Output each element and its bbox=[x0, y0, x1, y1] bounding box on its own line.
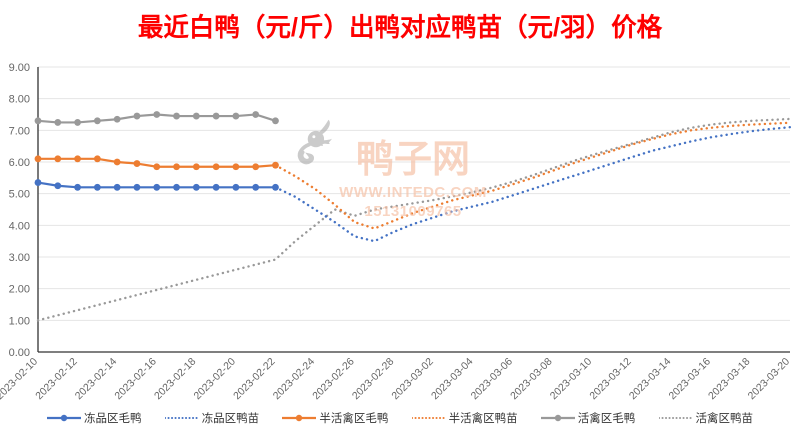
svg-text:8.00: 8.00 bbox=[9, 94, 30, 106]
svg-text:3.00: 3.00 bbox=[9, 252, 30, 264]
svg-text:6.00: 6.00 bbox=[9, 157, 30, 169]
svg-text:9.00: 9.00 bbox=[9, 62, 30, 74]
svg-text:2023-03-12: 2023-03-12 bbox=[587, 356, 634, 403]
svg-text:WWW.INTEDC.COM: WWW.INTEDC.COM bbox=[339, 184, 487, 201]
svg-text:2023-02-14: 2023-02-14 bbox=[73, 356, 120, 403]
svg-text:2023-03-02: 2023-03-02 bbox=[389, 356, 436, 403]
svg-text:2023-03-08: 2023-03-08 bbox=[508, 356, 555, 403]
svg-text:2023-02-20: 2023-02-20 bbox=[192, 356, 239, 403]
svg-text:2023-03-18: 2023-03-18 bbox=[706, 356, 753, 403]
svg-text:2023-03-14: 2023-03-14 bbox=[627, 356, 674, 403]
svg-text:2023-03-04: 2023-03-04 bbox=[429, 356, 476, 403]
svg-text:2.00: 2.00 bbox=[9, 284, 30, 296]
svg-text:5.00: 5.00 bbox=[9, 189, 30, 201]
svg-text:2023-02-28: 2023-02-28 bbox=[350, 356, 397, 403]
svg-text:2023-03-16: 2023-03-16 bbox=[666, 356, 713, 403]
svg-text:2023-02-12: 2023-02-12 bbox=[33, 356, 80, 403]
svg-text:2023-02-24: 2023-02-24 bbox=[271, 356, 318, 403]
svg-text:4.00: 4.00 bbox=[9, 220, 30, 232]
svg-text:2023-03-10: 2023-03-10 bbox=[548, 356, 595, 403]
svg-text:2023-02-26: 2023-02-26 bbox=[310, 356, 357, 403]
svg-text:0.00: 0.00 bbox=[9, 347, 30, 359]
svg-text:1.00: 1.00 bbox=[9, 315, 30, 327]
svg-text:7.00: 7.00 bbox=[9, 125, 30, 137]
svg-text:2023-02-16: 2023-02-16 bbox=[112, 356, 159, 403]
svg-text:2023-03-06: 2023-03-06 bbox=[469, 356, 516, 403]
svg-text:2023-02-18: 2023-02-18 bbox=[152, 356, 199, 403]
svg-text:15131009765: 15131009765 bbox=[364, 203, 461, 220]
svg-text:2023-03-20: 2023-03-20 bbox=[746, 356, 793, 403]
svg-text:2023-02-22: 2023-02-22 bbox=[231, 356, 278, 403]
svg-text:鸭子网: 鸭子网 bbox=[356, 139, 470, 181]
